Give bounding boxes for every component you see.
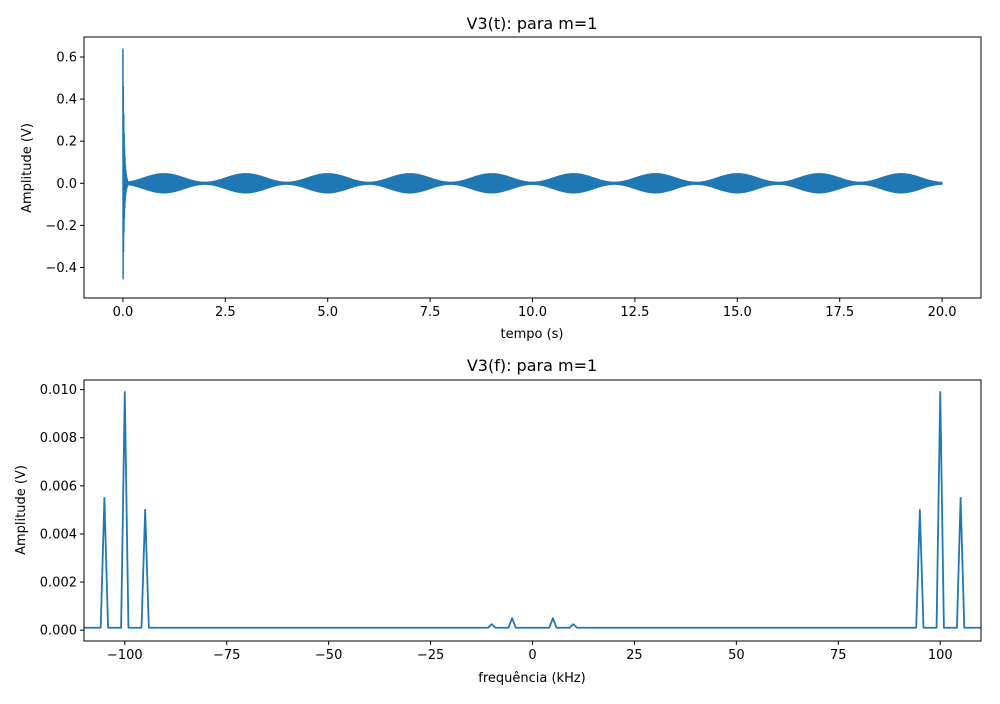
spectral-peak bbox=[144, 509, 146, 511]
y-tick-label: 0.6 bbox=[56, 50, 77, 65]
y-axis-label: Amplitude (V) bbox=[14, 465, 29, 555]
y-tick-label: 0.008 bbox=[40, 431, 77, 446]
x-tick-label: 17.5 bbox=[825, 305, 854, 320]
chart-title: V3(t): para m=1 bbox=[467, 14, 598, 33]
x-tick-label: 2.5 bbox=[215, 305, 236, 320]
spectral-peak bbox=[572, 623, 575, 625]
y-tick-label: −0.2 bbox=[45, 219, 77, 234]
spectral-peak bbox=[490, 623, 493, 625]
x-tick-label: 5.0 bbox=[317, 305, 338, 320]
x-tick-label: 50 bbox=[728, 648, 745, 663]
x-tick-label: −25 bbox=[417, 648, 444, 663]
y-tick-label: 0.2 bbox=[56, 135, 77, 150]
x-tick-label: −100 bbox=[107, 648, 143, 663]
x-tick-label: 7.5 bbox=[420, 305, 441, 320]
y-tick-label: 0.004 bbox=[40, 527, 77, 542]
x-tick-label: −50 bbox=[315, 648, 342, 663]
x-axis-label: tempo (s) bbox=[500, 327, 563, 342]
chart-title: V3(f): para m=1 bbox=[467, 356, 597, 375]
y-axis-ticks: 0.000 0.002 0.004 0.006 0.008 0.010 bbox=[40, 383, 84, 639]
y-tick-label: −0.4 bbox=[45, 261, 77, 276]
spectrum-line bbox=[84, 391, 981, 629]
x-tick-label: 0 bbox=[528, 648, 536, 663]
x-tick-label: −75 bbox=[213, 648, 240, 663]
y-tick-label: 0.000 bbox=[40, 624, 77, 639]
x-tick-label: 25 bbox=[626, 648, 643, 663]
y-tick-label: 0.006 bbox=[40, 479, 77, 494]
x-tick-label: 10.0 bbox=[518, 305, 547, 320]
series-line bbox=[122, 48, 943, 280]
x-axis-label: frequência (kHz) bbox=[478, 671, 586, 686]
time-series-line bbox=[122, 48, 943, 280]
x-tick-label: 20.0 bbox=[928, 305, 957, 320]
y-axis-label: Amplitude (V) bbox=[20, 123, 35, 213]
plot-frame bbox=[83, 379, 982, 642]
x-axis-ticks: −100 −75 −50 −25 0 25 50 75 100 bbox=[107, 641, 953, 663]
spectral-peak bbox=[939, 391, 942, 393]
spectral-peak bbox=[511, 617, 513, 619]
x-tick-label: 0.0 bbox=[113, 305, 134, 320]
x-tick-label: 12.5 bbox=[620, 305, 649, 320]
y-tick-label: 0.4 bbox=[56, 93, 77, 108]
spectral-peak bbox=[123, 391, 126, 393]
x-tick-label: 75 bbox=[830, 648, 847, 663]
x-tick-label: 100 bbox=[928, 648, 953, 663]
spectral-peak bbox=[959, 497, 962, 499]
frequency-domain-chart: V3(f): para m=1 −100 −75 −50 −25 0 25 50 75 100 … bbox=[14, 356, 982, 686]
time-domain-chart: V3(t): para m=1 0.0 2.5 5.0 7.5 10.0 12.5 15.0… bbox=[20, 14, 982, 342]
spectral-peak bbox=[919, 509, 921, 511]
y-axis-ticks: −0.4 −0.2 0.0 0.2 0.4 0.6 bbox=[45, 50, 84, 276]
spectral-peak bbox=[103, 497, 106, 499]
series-line bbox=[84, 391, 981, 629]
spectral-peak bbox=[552, 617, 554, 619]
y-tick-label: 0.010 bbox=[40, 383, 77, 398]
plot-frame bbox=[83, 36, 982, 299]
y-tick-label: 0.002 bbox=[40, 576, 77, 591]
y-tick-label: 0.0 bbox=[56, 177, 77, 192]
x-tick-label: 15.0 bbox=[723, 305, 752, 320]
x-axis-ticks: 0.0 2.5 5.0 7.5 10.0 12.5 15.0 17.5 20.0 bbox=[113, 298, 957, 320]
